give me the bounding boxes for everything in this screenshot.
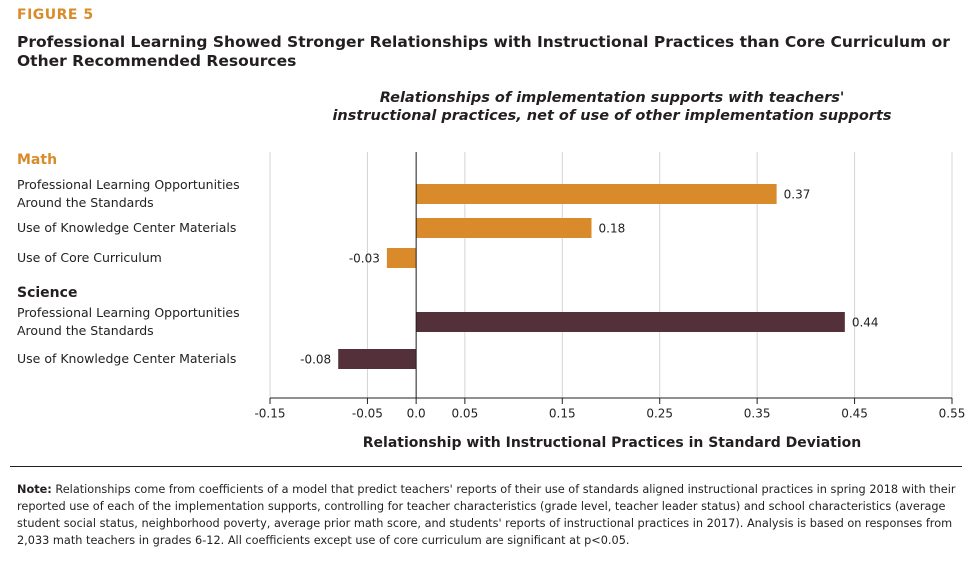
note: Note: Relationships come from coefficien… — [17, 481, 962, 549]
figure-label: FIGURE 5 — [17, 7, 94, 23]
value-label: -0.03 — [349, 252, 380, 266]
chart-title: Professional Learning Showed Stronger Re… — [17, 33, 950, 71]
category-label: Professional Learning Opportunities Arou… — [17, 305, 240, 338]
title-line: Professional Learning Showed Stronger Re… — [17, 33, 950, 51]
x-tick-label: -0.05 — [352, 407, 383, 421]
value-label: 0.37 — [784, 188, 811, 202]
chart-subtitle: Relationships of implementation supports… — [300, 89, 924, 125]
subtitle-line: instructional practices, net of use of o… — [332, 108, 892, 124]
note-text: Relationships come from coefficients of … — [17, 483, 956, 547]
x-tick-label: 0.45 — [841, 407, 868, 421]
bar — [416, 312, 845, 332]
x-tick-label: 0.35 — [744, 407, 771, 421]
x-tick-label: 0.25 — [646, 407, 673, 421]
divider — [10, 466, 962, 467]
category-label: Use of Core Curriculum — [17, 250, 162, 265]
category-label: Professional Learning Opportunities Arou… — [17, 177, 240, 210]
group-label: Math — [17, 152, 58, 168]
value-label: 0.18 — [599, 222, 626, 236]
category-label: Use of Knowledge Center Materials — [17, 351, 237, 366]
subtitle-line: Relationships of implementation supports… — [379, 90, 845, 106]
bar — [416, 218, 592, 238]
bar — [386, 248, 417, 268]
x-tick-label: 0.05 — [451, 407, 478, 421]
x-tick-label: 0.55 — [939, 407, 966, 421]
x-axis-label: Relationship with Instructional Practice… — [362, 435, 862, 451]
x-tick-label: 0.15 — [549, 407, 576, 421]
x-tick-label: 0.0 — [407, 407, 426, 421]
category-label: Use of Knowledge Center Materials — [17, 220, 237, 235]
title-line: Other Recommended Resources — [17, 52, 297, 70]
value-label: -0.08 — [300, 353, 331, 367]
bar — [416, 184, 777, 204]
value-label: 0.44 — [852, 316, 879, 330]
group-label: Science — [17, 285, 78, 301]
note-label: Note: — [17, 483, 52, 496]
bar — [338, 349, 417, 369]
x-tick-label: -0.15 — [254, 407, 285, 421]
